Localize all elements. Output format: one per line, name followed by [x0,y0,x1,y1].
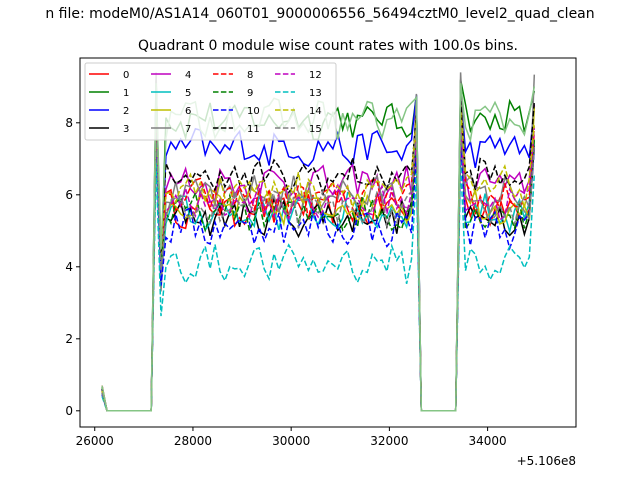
x-offset-label: +5.106e8 [517,454,576,468]
y-tick-label: 0 [65,404,73,418]
tick-layer: 26000 28000 30000 32000 34000 0 2 4 6 8 [65,116,506,448]
series-line-10 [101,140,536,412]
legend-label-3: 3 [123,124,129,135]
x-tick-label: 34000 [469,434,507,448]
legend-label-1: 1 [123,88,129,99]
legend-label-15: 15 [309,124,322,135]
series-line-7 [101,72,536,412]
legend-label-14: 14 [309,106,322,117]
axes-frame [79,57,577,428]
legend-label-4: 4 [185,70,191,81]
legend-label-6: 6 [185,106,191,117]
legend-label-13: 13 [309,88,322,99]
x-tick-label: 32000 [370,434,408,448]
legend-label-11: 11 [247,124,260,135]
legend-label-12: 12 [309,70,322,81]
x-tick-label: 26000 [76,434,114,448]
series-line-14 [101,111,536,412]
y-tick-label: 4 [65,260,73,274]
figure-suptitle: n file: modeM0/AS1A14_060T01_9000006556_… [45,6,594,22]
legend-label-8: 8 [247,70,253,81]
legend-label-0: 0 [123,70,129,81]
series-line-15 [101,126,536,412]
y-tick-label: 8 [65,116,73,130]
legend-label-2: 2 [123,106,129,117]
chart-title: Quadrant 0 module wise count rates with … [138,38,518,54]
legend-label-10: 10 [247,106,260,117]
series-line-13 [101,162,536,412]
series-layer [101,72,536,412]
legend-label-7: 7 [185,124,191,135]
y-tick-label: 6 [65,188,73,202]
y-tick-label: 2 [65,332,73,346]
x-tick-label: 30000 [272,434,310,448]
legend-label-5: 5 [185,88,191,99]
legend-frame [84,62,337,141]
legend-label-9: 9 [247,88,253,99]
x-tick-label: 28000 [174,434,212,448]
